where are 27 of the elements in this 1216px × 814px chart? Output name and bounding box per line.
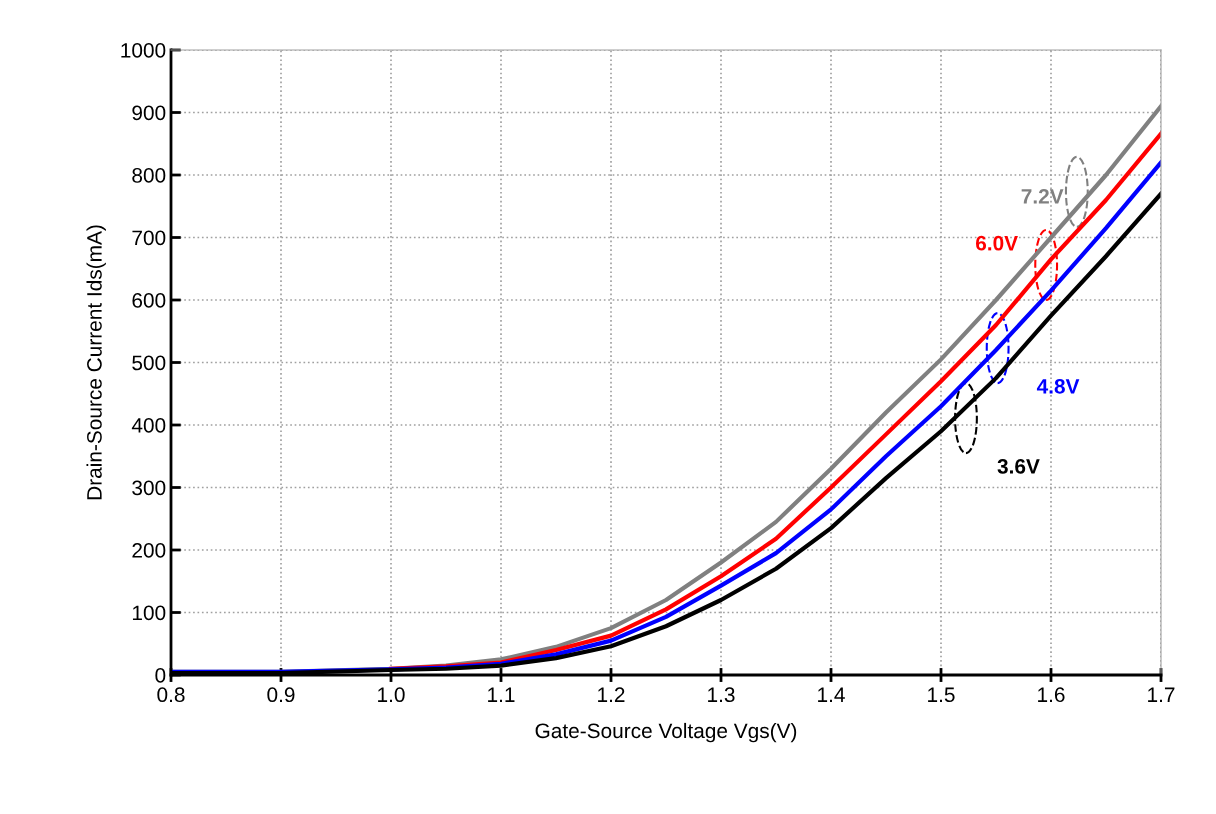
annotation: 4.8V <box>1036 378 1080 394</box>
y-tick-label: 300 <box>132 480 166 496</box>
y-tick-label: 800 <box>132 168 166 183</box>
x-tick-label: 1.1 <box>488 687 515 702</box>
y-tick-label: 900 <box>132 105 166 121</box>
y-axis-title: Drain-Source Current Ids(mA) <box>86 225 106 500</box>
y-tick-label: 1000 <box>121 43 166 58</box>
y-tick-label: 100 <box>132 605 166 621</box>
annotation: 7.2V <box>1021 188 1064 204</box>
x-tick-label: 1.5 <box>928 687 955 703</box>
x-tick-label: 1.2 <box>598 687 625 702</box>
x-tick-label: 1.6 <box>1038 687 1065 703</box>
x-axis-title: Gate-Source Voltage Vgs(V) <box>535 722 797 743</box>
annotation: 3.6V <box>997 458 1040 474</box>
y-tick-label: 0 <box>155 668 166 683</box>
annotation: 6.0V <box>975 235 1018 251</box>
x-tick-label: 0.9 <box>267 687 295 703</box>
y-tick-label: 400 <box>131 418 166 433</box>
x-tick-label: 1.7 <box>1148 687 1175 702</box>
x-tick-label: 1.3 <box>708 687 735 703</box>
x-tick-label: 1.4 <box>818 687 845 702</box>
y-tick-label: 600 <box>132 293 166 308</box>
y-tick-label: 200 <box>132 543 166 558</box>
x-tick-label: 1.0 <box>378 687 405 703</box>
y-tick-label: 700 <box>132 230 166 246</box>
x-tick-label: 0.8 <box>157 687 185 703</box>
y-tick-label: 500 <box>132 355 166 371</box>
